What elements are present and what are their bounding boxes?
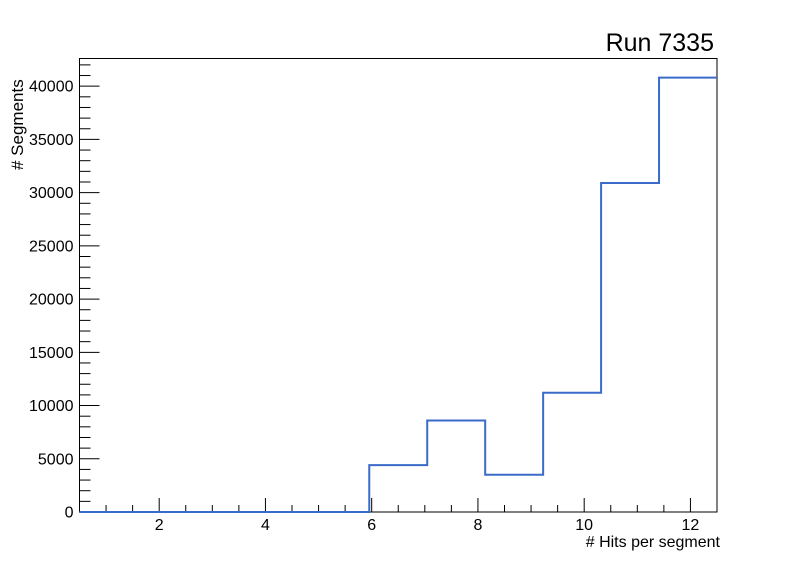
x-tick-label: 2 <box>155 517 164 534</box>
x-tick-label: 10 <box>575 517 593 534</box>
x-tick-label: 6 <box>367 517 376 534</box>
x-axis-ticks <box>105 498 691 512</box>
y-tick-label: 40000 <box>29 79 74 96</box>
y-tick-label: 30000 <box>29 185 74 202</box>
y-tick-label: 25000 <box>29 238 74 255</box>
x-tick-label: 8 <box>473 517 482 534</box>
x-tick-label: 4 <box>261 517 270 534</box>
y-axis-tick-labels: 0 5000 10000 15000 20000 25000 30000 35000 40000 <box>29 79 74 522</box>
y-axis-ticks <box>79 64 100 513</box>
y-tick-label: 0 <box>65 505 74 522</box>
histogram-line <box>79 76 717 513</box>
y-tick-label: 5000 <box>38 451 74 468</box>
y-tick-label: 20000 <box>29 292 74 309</box>
y-tick-label: 15000 <box>29 345 74 362</box>
y-tick-label: 10000 <box>29 398 74 415</box>
x-axis-tick-labels: 2 4 6 8 10 12 <box>155 517 700 534</box>
x-axis-title: # Hits per segment <box>585 534 720 551</box>
plot-frame <box>79 58 718 513</box>
x-tick-label: 12 <box>682 517 700 534</box>
y-tick-label: 35000 <box>29 132 74 149</box>
plot-title: Run 7335 <box>605 29 714 57</box>
y-axis-title: # Segments <box>8 79 27 170</box>
